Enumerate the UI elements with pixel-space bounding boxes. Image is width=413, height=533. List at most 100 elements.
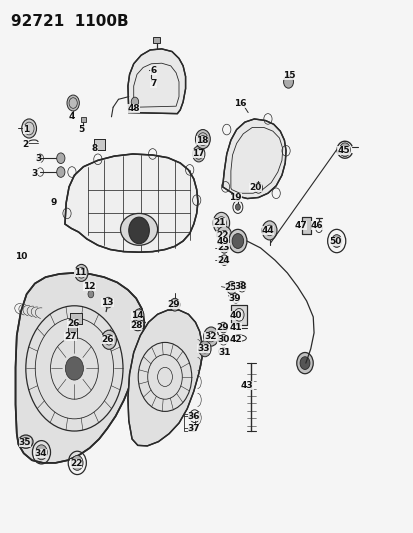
Circle shape <box>261 221 276 240</box>
Circle shape <box>226 281 236 294</box>
Text: 17: 17 <box>191 149 204 158</box>
Text: 38: 38 <box>234 282 247 291</box>
Circle shape <box>128 217 149 244</box>
Text: 26: 26 <box>67 319 79 328</box>
Circle shape <box>104 297 112 308</box>
Circle shape <box>296 352 313 374</box>
Text: 18: 18 <box>195 136 208 144</box>
Text: 4: 4 <box>69 112 75 122</box>
Text: 3: 3 <box>35 154 41 163</box>
Text: 22: 22 <box>70 459 82 469</box>
Circle shape <box>283 76 293 88</box>
Circle shape <box>57 153 65 164</box>
Text: 49: 49 <box>216 237 228 246</box>
Text: 29: 29 <box>166 300 179 309</box>
Text: 14: 14 <box>131 311 143 320</box>
Text: 5: 5 <box>78 125 84 134</box>
Text: 27: 27 <box>64 332 76 341</box>
Circle shape <box>67 95 79 111</box>
Text: 30: 30 <box>217 335 229 344</box>
Text: 2: 2 <box>23 140 29 149</box>
Text: 6: 6 <box>150 66 156 75</box>
Text: 41: 41 <box>229 323 242 332</box>
Circle shape <box>57 167 65 177</box>
Polygon shape <box>128 49 185 114</box>
Text: 50: 50 <box>328 237 341 246</box>
Text: 19: 19 <box>229 193 242 202</box>
Circle shape <box>331 235 341 247</box>
Ellipse shape <box>19 435 33 448</box>
Text: 22: 22 <box>216 231 228 240</box>
Circle shape <box>65 357 83 380</box>
Text: 37: 37 <box>187 424 199 433</box>
Text: 31: 31 <box>218 348 230 357</box>
Polygon shape <box>65 154 197 252</box>
Circle shape <box>219 322 227 333</box>
Bar <box>93 139 105 150</box>
Circle shape <box>192 146 204 162</box>
Text: 44: 44 <box>261 226 274 235</box>
Polygon shape <box>15 273 144 463</box>
Text: 46: 46 <box>310 221 323 230</box>
Text: 45: 45 <box>337 146 349 155</box>
Text: 23: 23 <box>217 244 229 253</box>
Text: 29: 29 <box>216 323 228 332</box>
Bar <box>230 305 247 325</box>
Circle shape <box>199 135 205 143</box>
Circle shape <box>101 330 116 349</box>
Text: 92721  1100B: 92721 1100B <box>12 14 129 29</box>
Circle shape <box>195 130 210 149</box>
Text: 28: 28 <box>130 321 142 330</box>
Circle shape <box>75 264 88 281</box>
Text: 47: 47 <box>294 221 306 230</box>
Circle shape <box>213 212 229 233</box>
Polygon shape <box>222 119 285 199</box>
Circle shape <box>218 220 223 226</box>
Text: 15: 15 <box>282 71 295 80</box>
Text: 26: 26 <box>101 335 113 344</box>
Text: 32: 32 <box>204 332 216 341</box>
Bar <box>301 216 310 233</box>
Text: 9: 9 <box>50 198 57 207</box>
Text: 34: 34 <box>34 449 46 458</box>
Bar <box>70 313 82 324</box>
Circle shape <box>169 298 179 311</box>
Circle shape <box>217 233 229 248</box>
Ellipse shape <box>21 438 31 446</box>
Polygon shape <box>128 310 202 446</box>
Text: 48: 48 <box>127 104 140 113</box>
Text: 11: 11 <box>74 269 86 277</box>
Text: 25: 25 <box>224 283 237 292</box>
Text: 35: 35 <box>19 438 31 447</box>
Circle shape <box>134 309 144 322</box>
Circle shape <box>228 229 246 253</box>
Text: 12: 12 <box>83 282 96 291</box>
Bar <box>93 139 105 150</box>
Circle shape <box>220 255 228 265</box>
Bar <box>81 117 86 122</box>
Text: 43: 43 <box>240 382 253 391</box>
Text: 20: 20 <box>249 183 261 192</box>
Ellipse shape <box>120 213 157 245</box>
Text: 42: 42 <box>229 335 242 344</box>
Circle shape <box>220 243 228 253</box>
Text: 40: 40 <box>229 311 242 320</box>
Text: 24: 24 <box>217 256 229 264</box>
Bar <box>68 325 77 338</box>
Text: 1: 1 <box>23 125 29 134</box>
Text: 39: 39 <box>228 294 241 303</box>
Text: 36: 36 <box>187 411 199 421</box>
Bar <box>70 313 82 324</box>
Circle shape <box>88 290 93 298</box>
Circle shape <box>198 341 211 357</box>
Text: 7: 7 <box>150 79 156 88</box>
Bar <box>184 414 194 431</box>
Circle shape <box>339 143 349 157</box>
Circle shape <box>21 119 36 138</box>
Circle shape <box>131 97 138 107</box>
Circle shape <box>216 226 231 245</box>
Bar <box>301 216 310 233</box>
Circle shape <box>299 357 309 369</box>
Text: 21: 21 <box>213 219 225 228</box>
Text: 8: 8 <box>92 144 98 153</box>
